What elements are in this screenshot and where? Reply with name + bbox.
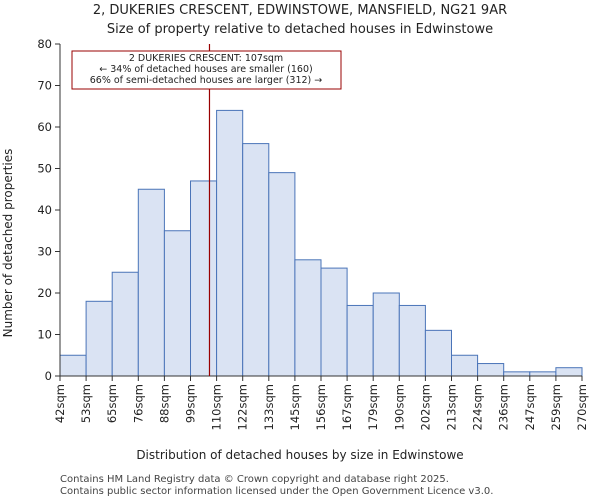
bar-145sqm — [294, 259, 322, 377]
x-axis-label: Distribution of detached houses by size … — [136, 448, 463, 462]
x-tick-label: 122sqm — [236, 384, 250, 430]
bar-110sqm — [216, 109, 244, 377]
bar-133sqm — [268, 172, 296, 377]
annotation-line-3: 66% of semi-detached houses are larger (… — [90, 75, 323, 86]
x-tick-label: 42sqm — [53, 384, 67, 423]
x-tick-label: 247sqm — [523, 384, 537, 430]
bar-76sqm — [137, 188, 165, 377]
bar-42sqm — [59, 354, 87, 377]
y-tick-label: 30 — [37, 245, 52, 259]
bar-53sqm — [85, 300, 113, 377]
x-tick-label: 53sqm — [79, 384, 93, 423]
x-tick-label: 167sqm — [340, 384, 354, 430]
y-ticks-group: 0 10 20 30 40 50 60 70 80 — [37, 37, 60, 383]
x-tick-label: 88sqm — [157, 384, 171, 423]
x-tick-label: 224sqm — [471, 384, 485, 430]
x-tick-label: 190sqm — [392, 384, 406, 430]
x-tick-label: 202sqm — [418, 384, 432, 430]
bars-group — [59, 109, 583, 377]
y-tick-label: 10 — [37, 328, 52, 342]
annotation-line-1: 2 DUKERIES CRESCENT: 107sqm — [129, 53, 283, 64]
x-tick-label: 213sqm — [445, 384, 459, 430]
chart-title: 2, DUKERIES CRESCENT, EDWINSTOWE, MANSFI… — [93, 3, 507, 18]
y-tick-label: 50 — [37, 162, 52, 176]
x-tick-label: 270sqm — [575, 384, 589, 430]
bar-167sqm — [346, 304, 374, 377]
y-tick-label: 60 — [37, 120, 52, 134]
y-tick-label: 0 — [45, 369, 52, 383]
bar-99sqm — [190, 180, 218, 377]
x-tick-label: 179sqm — [366, 384, 380, 430]
bar-190sqm — [398, 304, 426, 377]
bar-88sqm — [163, 230, 191, 377]
bar-179sqm — [372, 292, 400, 377]
x-tick-label: 133sqm — [262, 384, 276, 430]
chart-subtitle: Size of property relative to detached ho… — [107, 22, 493, 37]
annotation-line-2: ← 34% of detached houses are smaller (16… — [99, 64, 312, 75]
footer-line-1: Contains HM Land Registry data © Crown c… — [60, 474, 449, 485]
x-tick-label: 236sqm — [497, 384, 511, 430]
x-tick-label: 76sqm — [131, 384, 145, 423]
bar-236sqm — [503, 371, 531, 377]
x-tick-label: 110sqm — [210, 384, 224, 430]
bar-156sqm — [320, 267, 348, 377]
footer-line-2: Contains public sector information licen… — [60, 486, 493, 497]
x-tick-label: 259sqm — [549, 384, 563, 430]
y-tick-label: 80 — [37, 37, 52, 51]
y-tick-label: 70 — [37, 79, 52, 93]
x-ticks-group: 42sqm 53sqm 65sqm 76sqm 88sqm 99sqm 110sqm 122s… — [53, 376, 589, 430]
annotation-box — [71, 50, 342, 90]
bar-247sqm — [529, 371, 557, 377]
bar-122sqm — [242, 143, 270, 377]
y-axis-label: Number of detached properties — [1, 149, 15, 338]
bar-259sqm — [555, 367, 583, 377]
x-tick-label: 65sqm — [105, 384, 119, 423]
x-tick-label: 145sqm — [288, 384, 302, 430]
bar-202sqm — [424, 329, 452, 377]
y-tick-label: 40 — [37, 203, 52, 217]
x-tick-label: 156sqm — [314, 384, 328, 430]
x-tick-label: 99sqm — [184, 384, 198, 423]
bar-224sqm — [477, 363, 505, 377]
bar-65sqm — [111, 271, 139, 377]
bar-213sqm — [451, 354, 479, 377]
y-tick-label: 20 — [37, 286, 52, 300]
